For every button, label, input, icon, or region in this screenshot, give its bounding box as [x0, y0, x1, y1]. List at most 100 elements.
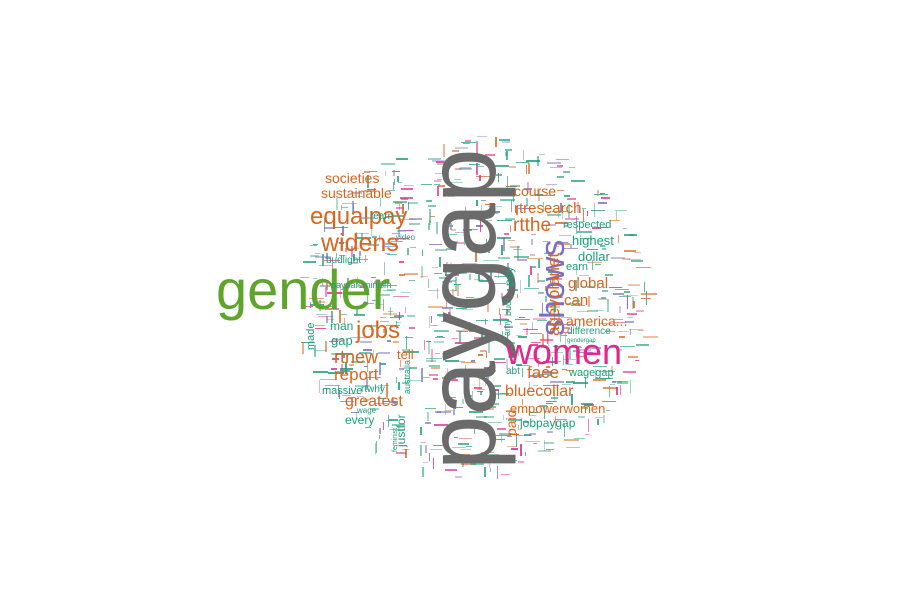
cloud-speckle: [492, 171, 494, 181]
cloud-speckle: [431, 349, 433, 362]
cloud-speckle: [447, 353, 458, 355]
cloud-speckle: [481, 451, 495, 454]
cloud-speckle: [370, 225, 373, 236]
cloud-speckle: [487, 302, 489, 312]
cloud-speckle: [506, 176, 509, 188]
cloud-speckle: [544, 372, 558, 374]
cloud-speckle: [545, 366, 551, 368]
cloud-speckle: [599, 370, 616, 373]
cloud-speckle: [432, 378, 439, 380]
cloud-speckle: [361, 232, 363, 239]
cloud-speckle: [528, 381, 531, 392]
cloud-speckle: [562, 286, 564, 291]
cloud-speckle: [438, 315, 443, 318]
cloud-speckle: [333, 339, 344, 341]
cloud-speckle: [629, 234, 635, 236]
cloud-speckle: [449, 308, 451, 321]
cloud-speckle: [469, 163, 481, 166]
cloud-speckle: [401, 382, 409, 384]
cloud-speckle: [366, 376, 381, 379]
cloud-speckle: [420, 441, 427, 444]
cloud-speckle: [422, 466, 424, 478]
cloud-speckle: [555, 158, 569, 161]
cloud-speckle: [526, 198, 528, 206]
cloud-speckle: [492, 282, 506, 285]
word-gender: gender: [216, 258, 391, 321]
cloud-speckle: [423, 461, 428, 464]
cloud-speckle: [569, 345, 571, 359]
cloud-speckle: [479, 220, 482, 232]
word-sustainable: sustainable: [321, 185, 392, 201]
cloud-speckle: [483, 367, 491, 369]
cloud-speckle: [378, 352, 391, 354]
cloud-speckle: [575, 226, 578, 235]
word-learn: learn: [371, 211, 394, 222]
cloud-speckle: [475, 175, 492, 178]
cloud-speckle: [488, 244, 490, 253]
cloud-speckle: [387, 340, 392, 342]
cloud-speckle: [337, 241, 349, 244]
cloud-speckle: [434, 180, 441, 182]
cloud-speckle: [480, 424, 485, 427]
cloud-speckle: [309, 304, 324, 306]
cloud-speckle: [379, 198, 382, 208]
cloud-speckle: [628, 328, 644, 331]
cloud-speckle: [553, 345, 563, 348]
cloud-speckle: [421, 250, 424, 257]
cloud-speckle: [496, 466, 499, 479]
cloud-speckle: [490, 236, 493, 245]
cloud-speckle: [335, 253, 338, 259]
cloud-speckle: [476, 390, 484, 393]
cloud-speckle: [473, 421, 476, 434]
cloud-speckle: [552, 210, 568, 213]
cloud-speckle: [331, 358, 339, 360]
cloud-speckle: [525, 160, 541, 162]
cloud-speckle: [382, 422, 385, 430]
word-every: every: [345, 413, 375, 427]
cloud-speckle: [611, 257, 625, 259]
cloud-speckle: [403, 351, 420, 353]
cloud-speckle: [568, 204, 570, 219]
cloud-speckle: [406, 315, 415, 317]
cloud-speckle: [450, 289, 458, 292]
cloud-speckle: [453, 178, 461, 181]
cloud-speckle: [567, 198, 577, 200]
cloud-speckle: [398, 204, 401, 210]
word-global: global: [568, 275, 609, 292]
cloud-speckle: [600, 297, 607, 299]
word-widens: widens: [321, 229, 399, 257]
cloud-speckle: [489, 406, 496, 408]
cloud-speckle: [420, 426, 422, 435]
cloud-speckle: [359, 250, 361, 257]
cloud-speckle: [562, 383, 572, 386]
cloud-speckle: [399, 197, 413, 199]
cloud-speckle: [467, 153, 477, 156]
cloud-speckle: [518, 207, 530, 210]
cloud-speckle: [581, 207, 587, 210]
cloud-speckle: [627, 258, 641, 261]
cloud-speckle: [401, 349, 410, 351]
cloud-speckle: [587, 347, 601, 349]
cloud-speckle: [378, 434, 381, 440]
cloud-speckle: [444, 241, 458, 243]
cloud-speckle: [368, 244, 379, 246]
word-budlight: budlight: [326, 255, 362, 266]
cloud-speckle: [347, 392, 360, 395]
cloud-speckle: [524, 287, 539, 290]
cloud-speckle: [302, 293, 304, 305]
cloud-speckle: [401, 448, 409, 451]
cloud-speckle: [433, 183, 440, 186]
cloud-speckle: [616, 387, 618, 395]
word-earn: earn: [566, 261, 589, 273]
cloud-speckle: [592, 379, 606, 381]
cloud-speckle: [577, 202, 579, 213]
cloud-speckle: [577, 231, 593, 233]
cloud-speckle: [570, 243, 572, 249]
cloud-speckle: [436, 221, 438, 235]
word-wage: wage: [357, 406, 377, 415]
cloud-speckle: [430, 315, 433, 323]
cloud-speckle: [493, 393, 509, 395]
cloud-speckle: [617, 381, 623, 383]
cloud-speckle: [558, 313, 560, 323]
cloud-speckle: [315, 324, 326, 327]
